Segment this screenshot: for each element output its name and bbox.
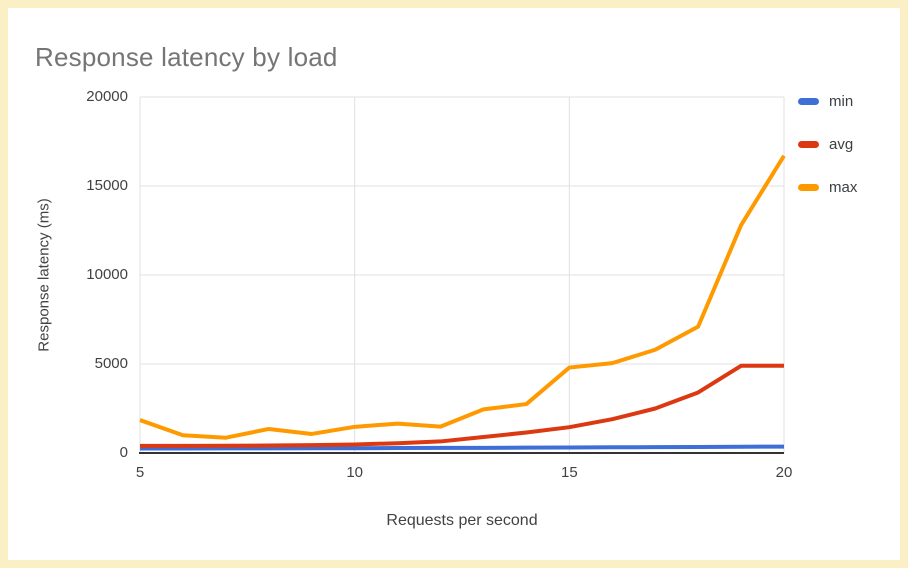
legend-item-min: min: [798, 92, 853, 110]
x-tick-label: 20: [775, 464, 793, 481]
y-tick-label: 0: [119, 444, 128, 461]
legend-swatch-max: [798, 183, 819, 191]
legend-item-avg: avg: [798, 135, 853, 153]
chart-background: [8, 8, 900, 560]
chart-title: Response latency by load: [35, 42, 338, 72]
x-axis-title: Requests per second: [386, 512, 538, 529]
legend-label: avg: [829, 135, 854, 153]
y-tick-label: 5000: [94, 355, 128, 372]
legend-swatch-avg: [798, 140, 819, 148]
legend-label: min: [829, 92, 854, 110]
y-tick-label: 10000: [86, 266, 128, 283]
legend-item-max: max: [798, 178, 857, 196]
x-tick-label: 15: [560, 464, 578, 481]
y-tick-label: 20000: [86, 88, 128, 105]
x-tick-label: 5: [135, 464, 145, 481]
y-tick-label: 15000: [86, 177, 128, 194]
x-tick-label: 10: [346, 464, 363, 481]
legend-swatch-min: [798, 97, 819, 105]
legend-label: max: [829, 178, 858, 196]
